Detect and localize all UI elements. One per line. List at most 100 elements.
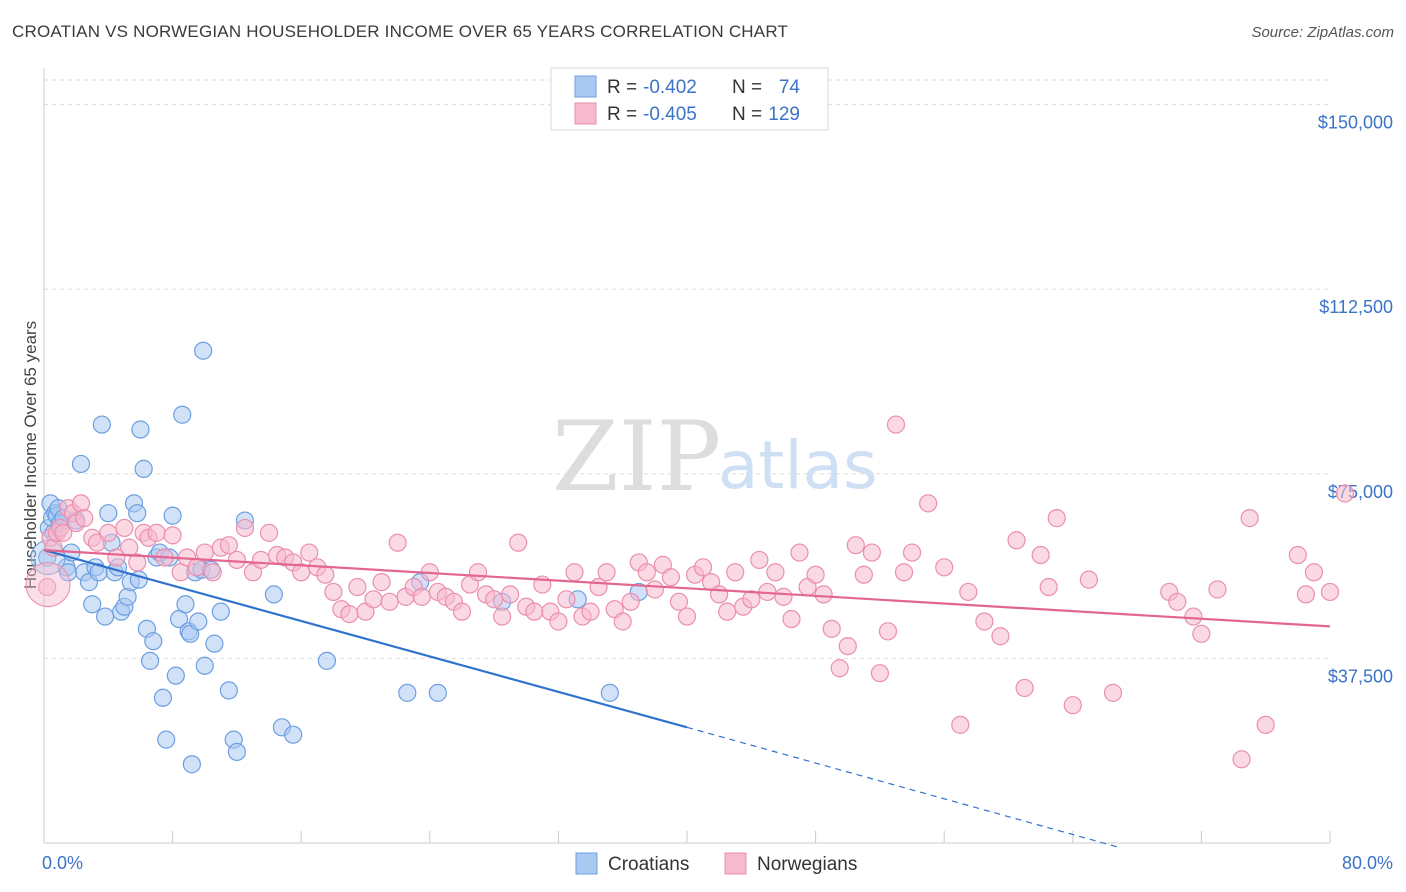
norwegians-point [902, 543, 922, 562]
norwegians-point [822, 619, 841, 638]
norwegians-point [71, 494, 91, 513]
norwegians-point [1296, 585, 1315, 604]
norwegians-point [235, 518, 255, 538]
bottom-legend-swatch-norwegians [724, 852, 747, 875]
norwegians-point [935, 558, 954, 577]
norwegians-point [54, 523, 73, 542]
croatians-point [131, 420, 150, 439]
legend-frame [550, 67, 829, 131]
series-norwegians-points [25, 415, 1355, 769]
norwegians-point [830, 659, 849, 678]
norwegians-point [1015, 678, 1034, 698]
norwegians-point [1256, 715, 1275, 734]
croatians-point [264, 585, 283, 604]
chart-source: Source: ZipAtlas.com [1251, 24, 1394, 41]
croatians-point [211, 602, 230, 621]
legend-box: R = -0.402 N = 74 R = -0.405 N = 129 [550, 67, 829, 131]
norwegians-point [878, 622, 898, 641]
norwegians-point [710, 585, 729, 604]
norwegians-point [1240, 509, 1259, 528]
series-croatians-points [30, 341, 648, 774]
norwegians-point [99, 523, 118, 542]
croatians-point [140, 651, 160, 670]
norwegians-point [661, 568, 681, 587]
norwegians-point [991, 627, 1010, 646]
norwegians-point [854, 565, 873, 584]
croatians-point [166, 666, 185, 685]
norwegians-point [1192, 624, 1211, 643]
croatians-point [92, 415, 111, 434]
norwegians-point [951, 715, 970, 734]
croatians-point [173, 405, 192, 424]
norwegians-point [774, 587, 793, 606]
croatians-point [284, 725, 303, 744]
norwegians-point [726, 563, 745, 582]
norwegians-point [693, 558, 713, 577]
norwegians-point [870, 664, 890, 683]
croatians-point [194, 341, 213, 360]
norwegians-point [742, 590, 761, 609]
norwegians-point [372, 573, 391, 592]
norwegians-point [1063, 696, 1082, 715]
y-axis-label: Householder Income Over 65 years [21, 321, 40, 589]
legend-n-value: 129 [768, 104, 800, 125]
legend-swatch-norwegians [574, 102, 597, 125]
legend-r-value: -0.402 [643, 77, 697, 98]
croatians-point [317, 651, 337, 670]
norwegians-point [163, 526, 182, 545]
croatians-point [219, 681, 238, 700]
y-tick-label: $37,500 [1328, 666, 1393, 686]
norwegians-point [645, 580, 664, 599]
croatians-point [157, 730, 176, 749]
norwegians-point [565, 563, 584, 582]
croatians-point [163, 506, 182, 525]
norwegians-point [115, 518, 134, 538]
croatians-point [195, 656, 214, 675]
axes [43, 68, 1331, 844]
norwegians-point [128, 553, 147, 572]
norwegians-point [485, 590, 504, 609]
norwegians-point [806, 565, 825, 584]
norwegians-point [677, 607, 697, 626]
trendlines [43, 549, 1331, 849]
norwegians-point [300, 543, 319, 562]
legend-n-label: N = [732, 77, 762, 98]
norwegians-point [25, 562, 71, 608]
legend-r-label: R = [607, 77, 637, 98]
norwegians-point [669, 592, 689, 611]
bottom-legend: Croatians Norwegians [575, 852, 857, 875]
norwegians-point [1208, 580, 1227, 599]
norwegians-point [501, 585, 520, 604]
norwegians-point [452, 602, 472, 621]
norwegians-point [203, 563, 222, 582]
chart-title: CROATIAN VS NORWEGIAN HOUSEHOLDER INCOME… [12, 22, 789, 41]
norwegians-point [219, 536, 238, 555]
norwegians-point [862, 543, 881, 562]
norwegians-point [259, 523, 279, 542]
norwegians-point [894, 563, 914, 582]
norwegians-point [846, 536, 865, 555]
norwegians-point [364, 590, 383, 609]
norwegians-point [750, 550, 769, 570]
norwegians-point [886, 415, 906, 434]
norwegians-point [380, 592, 399, 611]
norwegians-point [1079, 570, 1098, 589]
legend-n-value: 74 [779, 77, 801, 98]
norwegians-point [766, 563, 785, 582]
legend-swatch-croatians [574, 75, 597, 98]
norwegians-point [75, 509, 94, 528]
norwegians-point [790, 543, 809, 562]
norwegians-point [525, 602, 544, 621]
norwegians-point [1039, 577, 1058, 597]
norwegians-point [147, 523, 166, 542]
norwegians-point [324, 582, 343, 602]
legend-r-value: -0.405 [643, 104, 697, 125]
norwegians-point [38, 577, 57, 597]
norwegians-point [468, 563, 488, 582]
norwegians-point [1168, 592, 1187, 611]
croatians-point [176, 595, 195, 614]
norwegians-point [412, 587, 431, 606]
x-tick-label-min: 0.0% [42, 853, 83, 873]
bottom-legend-label-croatians: Croatians [608, 854, 689, 875]
